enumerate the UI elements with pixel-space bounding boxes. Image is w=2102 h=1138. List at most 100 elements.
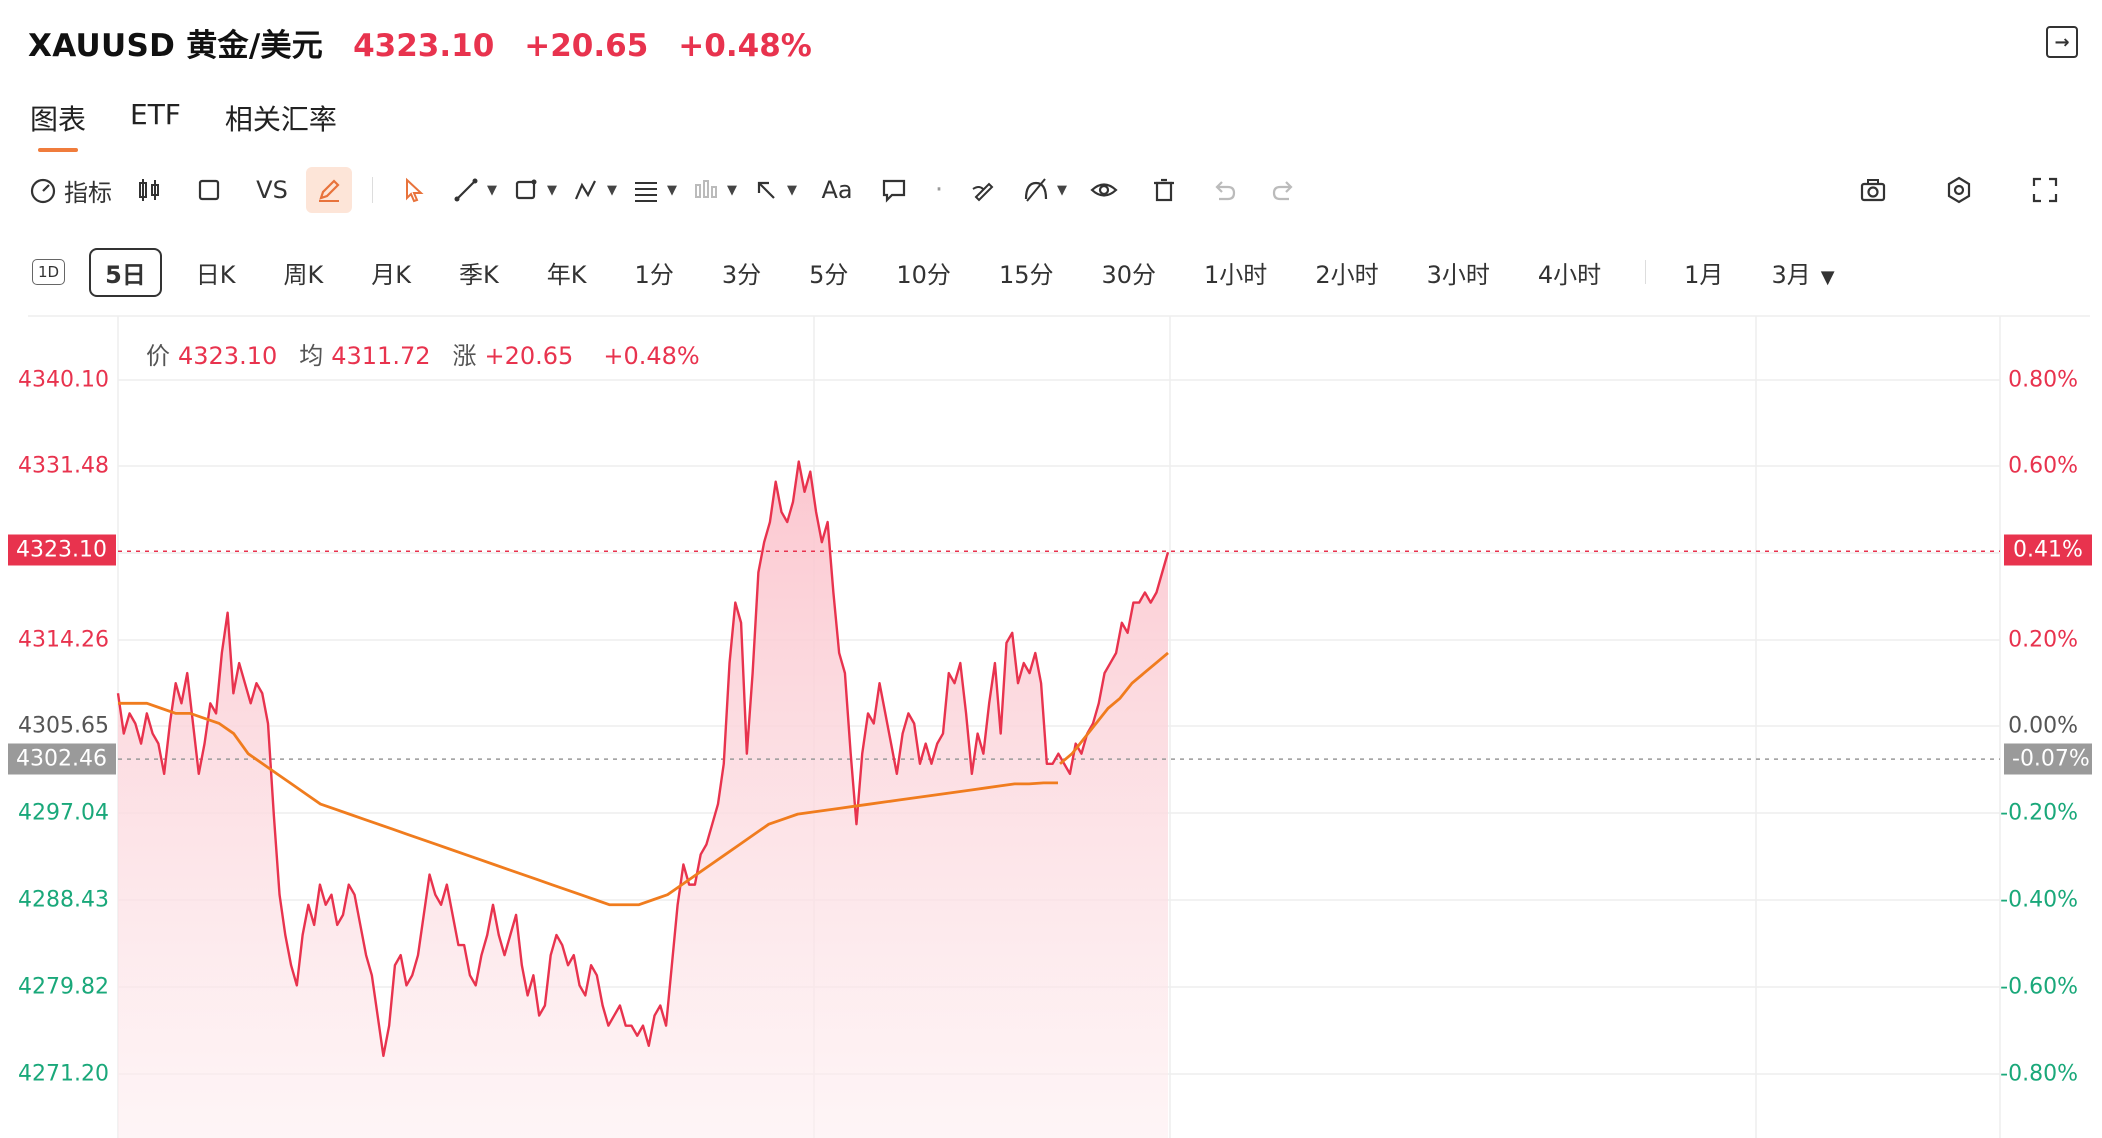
legend-price-value: 4323.10 <box>178 342 278 370</box>
period-5d[interactable]: 5日 <box>89 247 162 297</box>
period-1min[interactable]: 1分 <box>634 260 674 289</box>
period-quarter-k[interactable]: 季K <box>459 260 499 289</box>
collapse-panel-icon[interactable]: → <box>2046 26 2078 58</box>
symbol-title: XAUUSD 黄金/美元 <box>28 28 324 64</box>
line-tool[interactable]: ▼ <box>451 167 497 213</box>
shape-tool[interactable]: ▼ <box>511 167 557 213</box>
period-divider <box>1645 260 1647 284</box>
y-tick-label: 4314.26 <box>18 627 109 653</box>
brush-tool[interactable] <box>961 167 1007 213</box>
period-1month[interactable]: 1月 <box>1684 260 1724 289</box>
candlestick-button[interactable] <box>126 167 172 213</box>
period-30min[interactable]: 30分 <box>1101 260 1157 289</box>
cursor-tool[interactable] <box>391 167 437 213</box>
y-tick-label: 4331.48 <box>18 453 109 479</box>
legend-pct-value: +0.48% <box>603 342 700 370</box>
chart-legend: 价 4323.10 均 4311.72 涨 +20.65 +0.48% <box>146 336 722 371</box>
pct-tick-label: 0.20% <box>2008 627 2078 653</box>
tab-related-fx[interactable]: 相关汇率 <box>224 103 337 136</box>
draw-pen-button[interactable] <box>306 167 352 213</box>
period-month-k[interactable]: 月K <box>371 260 412 289</box>
period-3month-dropdown[interactable]: 3月 ▼ <box>1757 249 1848 296</box>
average-series-line-2 <box>1059 651 1169 765</box>
fullscreen-button[interactable] <box>2022 167 2068 213</box>
measure-icon <box>695 180 717 198</box>
one-day-toggle[interactable]: 1D <box>32 259 66 285</box>
pattern-icon <box>574 180 596 200</box>
redo-icon <box>1272 181 1293 201</box>
period-10min[interactable]: 10分 <box>896 260 951 289</box>
pct-tick-label: -0.40% <box>2000 887 2078 913</box>
y-tick-label: 4297.04 <box>18 800 109 826</box>
pattern-tool[interactable]: ▼ <box>571 167 617 213</box>
measure-tool[interactable]: ▼ <box>691 167 737 213</box>
current-pct-tag: 0.41% <box>2004 534 2092 566</box>
brush-icon <box>972 182 994 202</box>
legend-avg-key: 均 <box>299 342 324 370</box>
magnet-tool[interactable]: ▼ <box>1021 167 1067 213</box>
hover-price-tag: 4302.46 <box>8 743 116 775</box>
period-3min[interactable]: 3分 <box>721 260 762 289</box>
comment-icon <box>882 179 906 203</box>
comment-tool[interactable] <box>871 167 917 213</box>
legend-avg-value: 4311.72 <box>331 342 431 370</box>
cursor-icon <box>406 177 424 203</box>
gauge-icon <box>30 178 56 204</box>
compare-button[interactable]: VS <box>246 167 292 213</box>
period-1h[interactable]: 1小时 <box>1204 260 1268 289</box>
fibonacci-icon <box>635 182 657 202</box>
trash-icon <box>1154 178 1174 202</box>
gear-icon <box>1947 176 1971 204</box>
legend-change-key: 涨 <box>452 342 477 370</box>
eye-icon <box>1090 183 1118 197</box>
pct-tick-label: 0.60% <box>2008 453 2078 479</box>
hover-pct-tag: -0.07% <box>2004 743 2092 775</box>
pct-tick-label: -0.60% <box>2000 974 2078 1000</box>
drawing-toolbar: 指标 VS ▼ ▼ ▼ ▼ ▼ ▼ Aa · <box>28 166 2082 214</box>
trend-line-icon <box>454 178 478 202</box>
visibility-tool[interactable] <box>1081 167 1127 213</box>
period-3h[interactable]: 3小时 <box>1426 260 1490 289</box>
chevron-down-icon: ▼ <box>607 182 617 198</box>
indicator-button[interactable]: 指标 <box>28 167 112 213</box>
average-series-line <box>118 701 1058 907</box>
period-5min[interactable]: 5分 <box>809 260 849 289</box>
indicator-label: 指标 <box>64 178 112 207</box>
redo-button[interactable] <box>1261 167 1307 213</box>
arrow-tool[interactable]: ▼ <box>751 167 797 213</box>
shape-icon <box>515 179 537 200</box>
legend-change-value: +20.65 <box>484 342 574 370</box>
undo-button[interactable] <box>1201 167 1247 213</box>
price-series-line <box>116 460 1170 1058</box>
tab-bar: 图表 ETF 相关汇率 <box>30 98 337 152</box>
y-tick-label: 4340.10 <box>18 367 109 393</box>
chevron-down-icon: ▼ <box>727 182 737 198</box>
y-tick-label: 4305.65 <box>18 713 109 739</box>
screenshot-button[interactable] <box>1850 167 1896 213</box>
delete-tool[interactable] <box>1141 167 1187 213</box>
magnet-icon <box>1024 178 1048 202</box>
chevron-down-icon: ▼ <box>547 182 557 198</box>
text-tool-label: Aa <box>821 176 853 204</box>
pct-tick-label: 0.00% <box>2008 713 2078 739</box>
period-4h[interactable]: 4小时 <box>1537 260 1602 289</box>
arrow-up-left-icon <box>757 181 775 199</box>
text-tool[interactable]: Aa <box>811 167 857 213</box>
square-button[interactable] <box>186 167 232 213</box>
toolbar-right-group <box>1850 167 2082 213</box>
period-15min[interactable]: 15分 <box>998 260 1054 289</box>
settings-button[interactable] <box>1936 167 1982 213</box>
price-change-pct: +0.48% <box>678 28 812 64</box>
period-day-k[interactable]: 日K <box>195 260 236 289</box>
y-tick-label: 4279.82 <box>18 974 109 1000</box>
period-week-k[interactable]: 周K <box>283 260 324 289</box>
period-bar: 1D 5日 日K 周K 月K 季K 年K 1分 3分 5分 10分 15分 30… <box>32 247 1869 297</box>
period-2h[interactable]: 2小时 <box>1315 260 1379 289</box>
y-tick-label: 4271.20 <box>18 1061 109 1087</box>
fib-tool[interactable]: ▼ <box>631 167 677 213</box>
tab-chart[interactable]: 图表 <box>30 98 86 152</box>
chevron-down-icon: ▼ <box>487 182 497 198</box>
period-year-k[interactable]: 年K <box>546 260 587 289</box>
tab-etf[interactable]: ETF <box>130 98 181 131</box>
